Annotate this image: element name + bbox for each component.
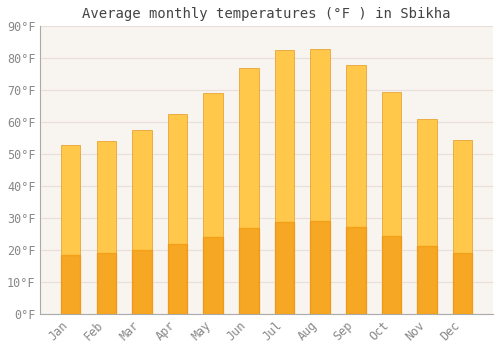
Bar [61,254,80,314]
Bar [239,68,258,314]
Bar [310,49,330,314]
Bar [382,92,401,314]
Bar [274,222,294,314]
Bar [132,130,152,314]
Bar [96,253,116,314]
Bar [168,114,188,314]
Bar [61,145,80,314]
Bar [274,50,294,314]
Bar [346,227,366,314]
Bar [453,253,472,314]
Bar [417,119,437,314]
Bar [168,244,188,314]
Bar [382,236,401,314]
Bar [204,237,223,314]
Title: Average monthly temperatures (°F ) in Sbikha: Average monthly temperatures (°F ) in Sb… [82,7,451,21]
Bar [453,140,472,314]
Bar [239,228,258,314]
Bar [96,141,116,314]
Bar [417,246,437,314]
Bar [204,93,223,314]
Bar [346,65,366,314]
Bar [132,250,152,314]
Bar [310,221,330,314]
